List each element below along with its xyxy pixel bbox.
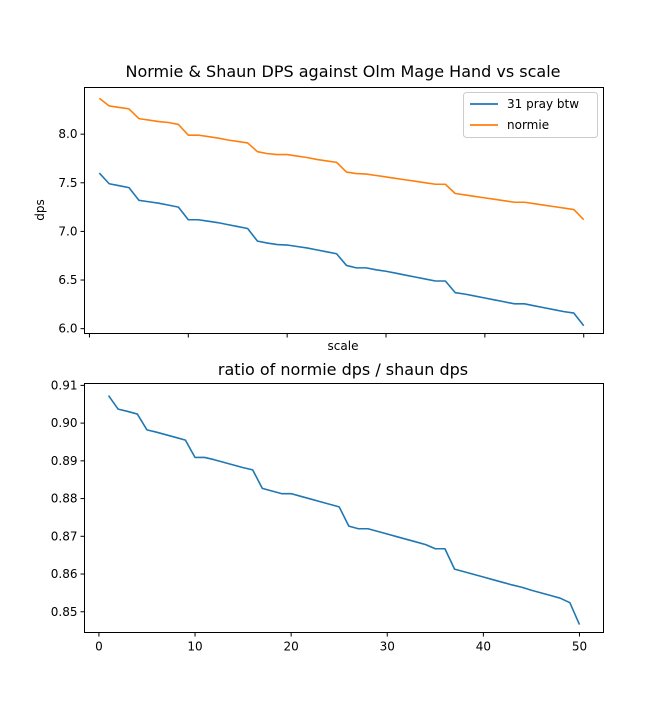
ratio-chart-x-tick-label: 30 <box>380 640 395 654</box>
ratio-chart-x-tick-label: 50 <box>572 640 587 654</box>
dps-chart-x-axis-label: scale <box>328 339 359 353</box>
dps-chart-series-line-normie <box>98 97 585 221</box>
ratio-chart-x-tick-label: 40 <box>476 640 491 654</box>
dps-chart-series-line-31-pray-btw <box>98 172 585 327</box>
ratio-chart-y-tick-label: 0.87 <box>51 529 78 543</box>
dps-chart-title: Normie & Shaun DPS against Olm Mage Hand… <box>125 62 560 81</box>
ratio-chart-y-tick-label: 0.86 <box>51 567 78 581</box>
dps-chart-y-axis-label: dps <box>33 199 47 221</box>
dps-chart-y-tick-label: 6.0 <box>58 322 77 336</box>
dps-chart-y-tick-label: 8.0 <box>58 127 77 141</box>
ratio-chart-y-tick-label: 0.89 <box>51 454 78 468</box>
dps-chart-y-tick-label: 6.5 <box>58 273 77 287</box>
legend: 31 pray btw normie <box>463 92 598 138</box>
ratio-chart-y-tick-label: 0.88 <box>51 492 78 506</box>
legend-label-normie: normie <box>507 118 549 132</box>
legend-label-31-pray-btw: 31 pray btw <box>507 97 579 111</box>
ratio-chart-y-tick-label: 0.91 <box>51 378 78 392</box>
dps-chart-y-tick-label: 7.5 <box>58 176 77 190</box>
ratio-chart-title: ratio of normie dps / shaun dps <box>218 360 468 379</box>
dps-chart: Normie & Shaun DPS against Olm Mage Hand… <box>33 62 604 353</box>
ratio-chart-x-tick-label: 20 <box>283 640 298 654</box>
dps-chart-y-tick-label: 7.0 <box>58 224 77 238</box>
ratio-chart-series-line-ratio <box>107 395 581 625</box>
ratio-chart-x-tick-label: 0 <box>95 640 103 654</box>
ratio-chart-x-tick-label: 10 <box>187 640 202 654</box>
dps-chart-frame <box>84 87 604 334</box>
ratio-chart-y-tick-label: 0.85 <box>51 605 78 619</box>
ratio-chart-y-tick-label: 0.90 <box>51 416 78 430</box>
ratio-chart-frame <box>84 383 604 633</box>
ratio-chart: ratio of normie dps / shaun dps 0 10 20 30 4… <box>51 360 604 654</box>
